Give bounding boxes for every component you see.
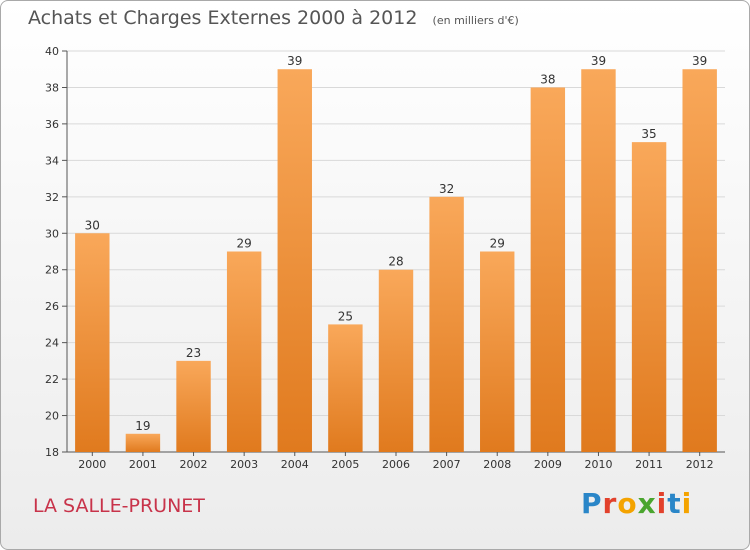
data-label: 19 — [135, 419, 150, 433]
x-tick-label: 2011 — [635, 458, 663, 471]
x-tick-label: 2003 — [230, 458, 258, 471]
data-label: 38 — [540, 72, 555, 86]
bar — [378, 269, 414, 452]
x-tick-label: 2002 — [180, 458, 208, 471]
y-tick-label: 40 — [45, 45, 59, 58]
bar — [328, 324, 363, 452]
y-tick-label: 36 — [45, 118, 59, 131]
x-tick-label: 2005 — [331, 458, 359, 471]
y-tick-label: 22 — [45, 373, 59, 386]
y-tick-label: 28 — [45, 264, 59, 277]
bar — [75, 233, 110, 452]
proxiti-logo[interactable]: Proxiti — [581, 487, 692, 520]
x-tick-label: 2009 — [534, 458, 562, 471]
location-name: LA SALLE-PRUNET — [33, 495, 205, 517]
data-label: 39 — [287, 54, 302, 68]
y-tick-label: 20 — [45, 410, 59, 423]
bars — [75, 69, 717, 453]
x-tick-label: 2000 — [78, 458, 106, 471]
bar — [631, 142, 667, 453]
bar — [480, 251, 515, 452]
data-label: 28 — [388, 255, 403, 269]
bar — [277, 69, 312, 453]
logo-letter: o — [617, 487, 638, 520]
data-label: 39 — [591, 54, 606, 68]
logo-letter: t — [667, 487, 682, 520]
data-label: 39 — [692, 54, 707, 68]
x-tick-label: 2007 — [433, 458, 461, 471]
data-label: 35 — [641, 127, 656, 141]
y-tick-label: 34 — [45, 154, 59, 167]
y-tick-label: 24 — [45, 337, 59, 350]
title-row: Achats et Charges Externes 2000 à 2012 (… — [28, 7, 519, 29]
bar — [125, 433, 161, 452]
data-label: 29 — [237, 237, 252, 251]
bar — [581, 69, 616, 453]
logo-letter: P — [581, 487, 603, 520]
logo-letter: i — [656, 487, 668, 520]
y-tick-label: 26 — [45, 300, 59, 313]
x-tick-label: 2012 — [686, 458, 714, 471]
x-tick-label: 2006 — [382, 458, 410, 471]
data-label: 29 — [490, 237, 505, 251]
logo-letter: x — [637, 487, 657, 520]
y-tick-label: 18 — [45, 446, 59, 459]
bar — [530, 87, 566, 453]
y-tick-label: 38 — [45, 81, 59, 94]
data-label: 23 — [186, 346, 201, 360]
data-label: 25 — [338, 309, 353, 323]
bar — [429, 196, 464, 452]
y-tick-label: 30 — [45, 227, 59, 240]
x-tick-label: 2010 — [584, 458, 612, 471]
logo-letter: r — [602, 487, 618, 520]
x-tick-label: 2008 — [483, 458, 511, 471]
bar — [226, 251, 262, 452]
chart-title: Achats et Charges Externes 2000 à 2012 — [28, 7, 418, 29]
data-label: 30 — [85, 218, 100, 232]
logo-letter: i — [681, 487, 693, 520]
chart-unit-note: (en milliers d'€) — [432, 14, 519, 27]
bar — [176, 360, 211, 452]
x-tick-label: 2001 — [129, 458, 157, 471]
bar — [682, 69, 717, 453]
y-tick-label: 32 — [45, 191, 59, 204]
x-tick-label: 2004 — [281, 458, 309, 471]
labels: 18 20 22 24 26 28 30 32 34 36 38 40 30 2000 19 2001 23 20… — [45, 45, 714, 471]
data-label: 32 — [439, 182, 454, 196]
